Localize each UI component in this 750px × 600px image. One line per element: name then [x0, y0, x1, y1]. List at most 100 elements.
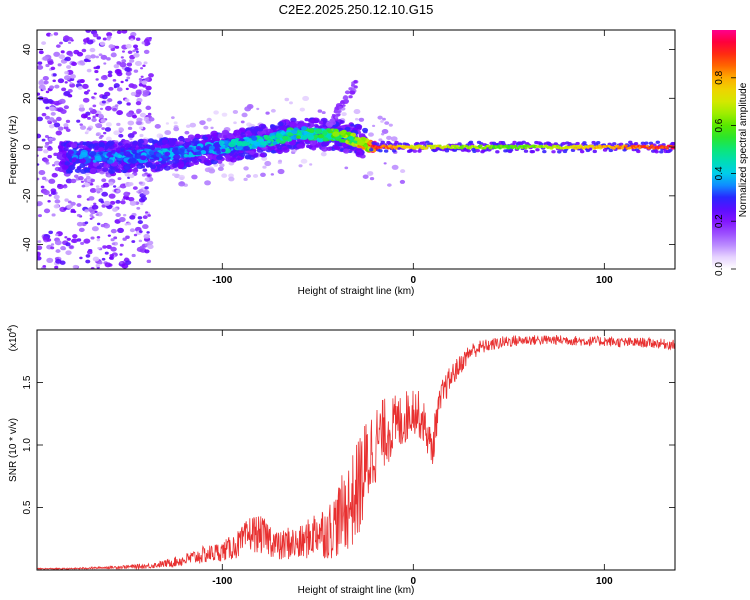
heatmap-cell	[48, 124, 55, 129]
heatmap-cells	[37, 30, 675, 269]
heatmap-cell	[37, 92, 41, 96]
heatmap-cell	[208, 145, 215, 151]
heatmap-cell	[91, 226, 99, 232]
heatmap-cell	[508, 148, 514, 152]
heatmap-cell	[47, 120, 51, 123]
heatmap-cell	[66, 204, 72, 209]
heatmap-cell	[68, 164, 76, 171]
heatmap-cell	[110, 47, 116, 52]
heatmap-cell	[380, 132, 385, 136]
heatmap-cell	[103, 163, 110, 169]
heatmap-cell	[333, 109, 338, 113]
snr-x-axis-label: Height of straight line (km)	[298, 585, 415, 596]
spectrogram-panel: -100 0 100 -40 -20 0 20 40 Frequency (Hz) Heigh…	[8, 29, 676, 297]
heatmap-cell	[185, 157, 193, 163]
heatmap-cell	[72, 210, 77, 214]
heatmap-cell	[70, 210, 74, 213]
heatmap-cell	[206, 117, 212, 122]
heatmap-cell	[141, 173, 146, 177]
heatmap-cell	[125, 235, 130, 239]
heatmap-cell	[48, 140, 53, 144]
heatmap-cell	[512, 140, 517, 145]
heatmap-cell	[37, 256, 42, 261]
heatmap-cell	[95, 78, 99, 81]
heatmap-cell	[86, 129, 90, 133]
heatmap-cell	[132, 114, 138, 119]
heatmap-cell	[665, 147, 669, 150]
heatmap-cell	[52, 164, 56, 167]
heatmap-cell	[620, 147, 625, 150]
heatmap-cell	[77, 144, 84, 149]
heatmap-cell	[428, 144, 433, 147]
heatmap-cell	[147, 244, 154, 250]
heatmap-cell	[390, 136, 398, 142]
heatmap-cell	[147, 240, 154, 246]
heatmap-cell	[148, 145, 156, 151]
heatmap-cell	[472, 149, 477, 154]
heatmap-cell	[145, 85, 152, 91]
heatmap-cell	[348, 95, 353, 99]
heatmap-cell	[103, 131, 107, 135]
heatmap-cell	[89, 213, 94, 217]
heatmap-cell	[271, 135, 276, 139]
heatmap-cell	[45, 63, 50, 68]
heatmap-cell	[83, 90, 89, 95]
heatmap-cell	[125, 260, 132, 265]
heatmap-cell	[266, 140, 271, 144]
heatmap-cell	[137, 220, 143, 225]
heatmap-cell	[124, 143, 132, 149]
heatmap-cell	[142, 64, 146, 67]
heatmap-cell	[70, 142, 78, 149]
heatmap-cell	[143, 61, 148, 65]
heatmap-cell	[141, 80, 148, 85]
heatmap-cell	[53, 122, 61, 128]
heatmap-cell	[85, 30, 91, 33]
heatmap-cell	[612, 142, 617, 146]
heatmap-cell	[105, 136, 112, 142]
heatmap-cell	[351, 83, 355, 87]
heatmap-cell	[80, 61, 86, 66]
heatmap-cell	[119, 151, 125, 156]
heatmap-cell	[264, 160, 272, 167]
heatmap-cell	[142, 84, 147, 88]
heatmap-cell	[45, 106, 50, 110]
heatmap-cell	[148, 150, 156, 155]
heatmap-cell	[350, 132, 357, 137]
colorbar-ticks: 0.0 0.2 0.4 0.6 0.8	[714, 70, 736, 276]
heatmap-cell	[115, 212, 121, 218]
heatmap-cell	[37, 146, 43, 152]
heatmap-cell	[366, 171, 374, 176]
heatmap-cell	[148, 73, 154, 78]
heatmap-cell	[55, 130, 63, 136]
heatmap-cell	[116, 30, 122, 35]
heatmap-cell	[112, 207, 119, 212]
heatmap-cell	[83, 38, 90, 43]
heatmap-cell	[117, 142, 123, 146]
heatmap-cell	[37, 214, 42, 218]
heatmap-cell	[111, 52, 117, 57]
heatmap-cell	[334, 106, 340, 111]
heatmap-cell	[107, 174, 112, 178]
heatmap-cell	[54, 265, 59, 269]
heatmap-cell	[117, 154, 123, 159]
heatmap-cell	[104, 251, 109, 255]
heatmap-cell	[129, 137, 133, 141]
heatmap-cell	[596, 140, 601, 145]
heatmap-cell	[44, 134, 49, 138]
heatmap-cell	[399, 179, 406, 184]
heatmap-cell	[86, 250, 93, 255]
spectrogram-frame	[36, 29, 676, 270]
heatmap-cell	[63, 35, 70, 41]
heatmap-cell	[128, 35, 136, 41]
heatmap-cell	[76, 238, 82, 242]
heatmap-cell	[126, 111, 134, 118]
heatmap-cell	[50, 243, 55, 246]
heatmap-cell	[85, 159, 91, 164]
heatmap-cell	[523, 149, 529, 153]
heatmap-cell	[96, 235, 101, 239]
heatmap-cell	[314, 119, 319, 123]
heatmap-cell	[197, 158, 202, 162]
heatmap-cell	[241, 112, 248, 118]
heatmap-cell	[173, 154, 181, 160]
heatmap-cell	[143, 49, 150, 54]
